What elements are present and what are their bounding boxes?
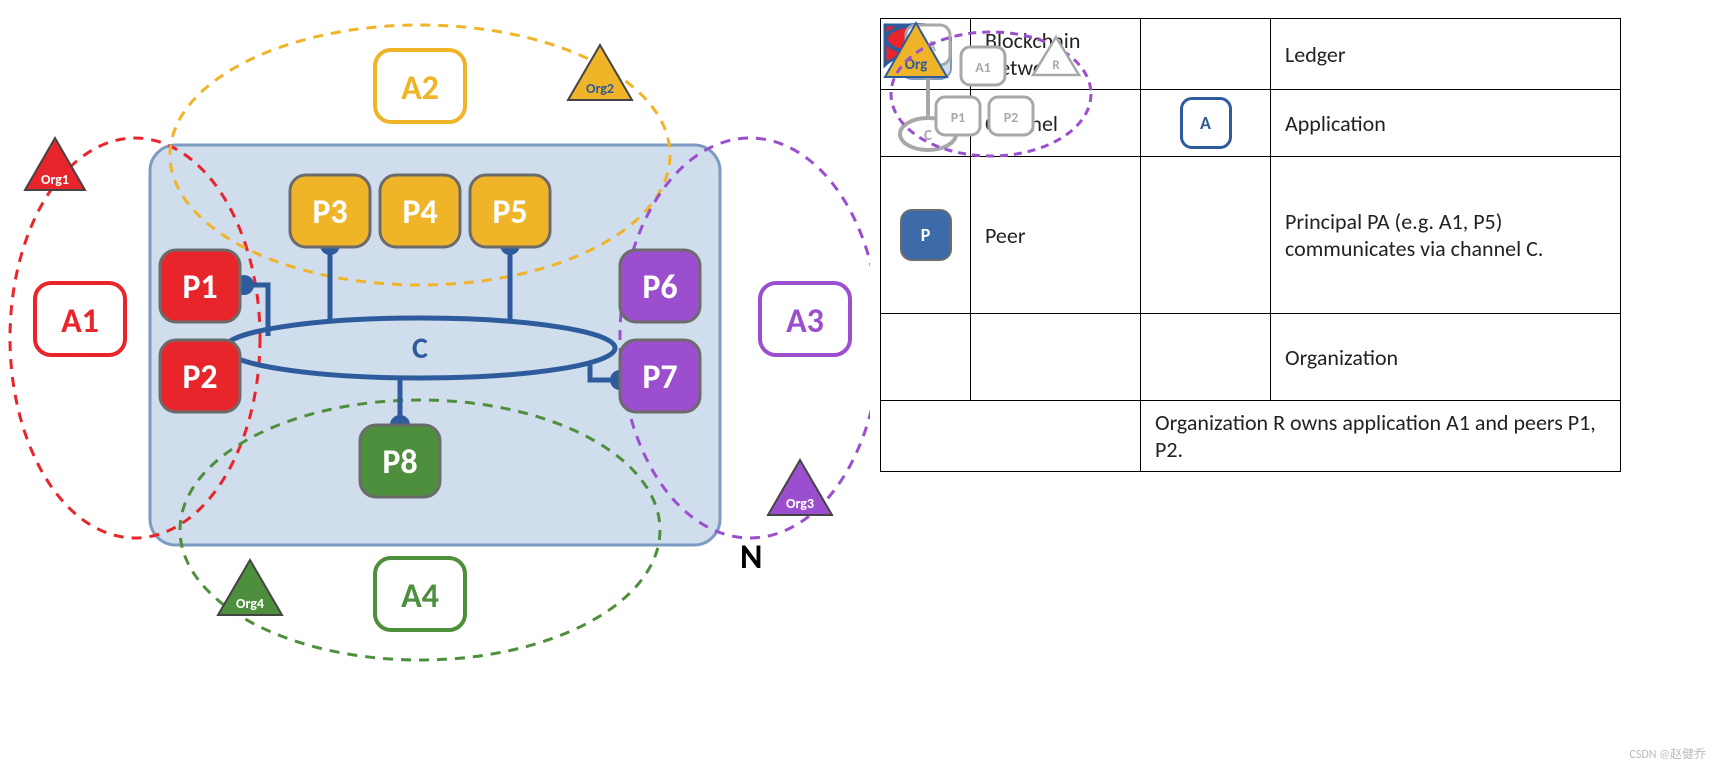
peer-p7-label: P7 (642, 357, 677, 398)
legend-principal-icon: PA C (1155, 165, 1256, 305)
legend-org-icon: Org (1155, 322, 1256, 392)
peer-p1-label: P1 (182, 267, 217, 308)
legend-peer-icon: P (895, 210, 956, 260)
svg-text:P2: P2 (1003, 109, 1018, 126)
app-a2-label: A2 (401, 68, 439, 109)
app-a1-label: A1 (61, 301, 99, 342)
svg-text:P1: P1 (950, 109, 965, 126)
legend-peer-text: Peer (971, 157, 1141, 314)
channel-label: C (412, 330, 428, 367)
legend-table: N Blockchain Network L Ledger C Channel … (880, 18, 1621, 472)
legend-app-text: Application (1271, 90, 1621, 157)
legend-row-ownership: A1 P1 P2 R Organization R owns applicati… (881, 401, 1621, 472)
legend-app-icon: A (1155, 98, 1256, 148)
legend-principal-text: Principal PA (e.g. A1, P5) communicates … (1271, 157, 1621, 314)
network-label: N (740, 537, 762, 578)
svg-text:R: R (1052, 58, 1060, 73)
peer-p2-label: P2 (182, 357, 217, 398)
app-a4-label: A4 (401, 576, 439, 617)
peer-p8-label: P8 (382, 442, 417, 483)
legend-ownership-text: Organization R owns application A1 and p… (1141, 401, 1621, 472)
org3-label: Org3 (786, 495, 814, 512)
org4-label: Org4 (236, 595, 264, 612)
legend-ledger-text: Ledger (1271, 19, 1621, 90)
legend-row-org: Org Organization (881, 314, 1621, 401)
peer-p5-label: P5 (492, 192, 527, 233)
legend-ledger-icon: L (1155, 29, 1256, 79)
peer-p3-label: P3 (312, 192, 347, 233)
svg-text:A1: A1 (975, 59, 991, 76)
watermark: CSDN @赵健乔 (1630, 745, 1706, 762)
network-diagram: N C P1 P2 P3 P4 P5 P6 P7 P8 (0, 0, 870, 700)
peer-p6-label: P6 (642, 267, 677, 308)
legend-org-text: Organization (1271, 314, 1621, 401)
org1-label: Org1 (41, 171, 69, 188)
app-a3-label: A3 (786, 301, 824, 342)
legend-row-peer-principal: P Peer PA C Principal PA (e.g. A1, P5) c… (881, 157, 1621, 314)
diagram-svg: N C P1 P2 P3 P4 P5 P6 P7 P8 (0, 0, 870, 700)
legend-ownership-icon: A1 P1 P2 R (881, 19, 1121, 169)
peer-p4-label: P4 (402, 192, 437, 233)
org2-label: Org2 (586, 80, 614, 97)
